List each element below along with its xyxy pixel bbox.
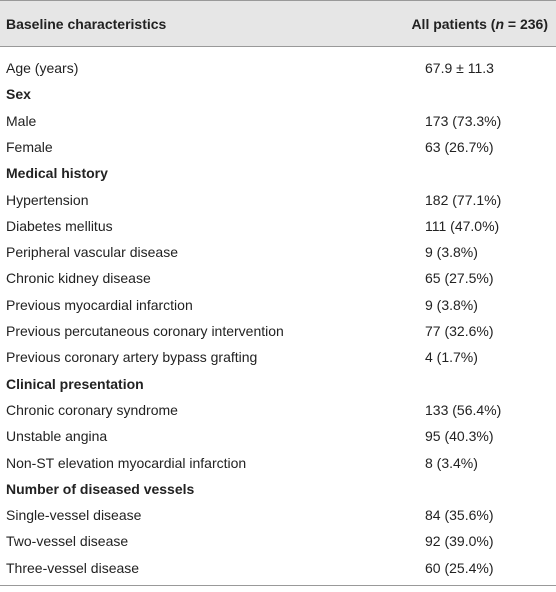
section-heading: Sex — [6, 86, 31, 103]
header-italic: n — [495, 16, 505, 32]
row-label: Previous coronary artery bypass grafting — [6, 349, 258, 366]
header-cell: Baseline characteristics — [6, 14, 166, 34]
row-value: 9 (3.8%) — [425, 244, 478, 261]
header-text: All patients ( — [411, 16, 496, 32]
row-label: Age (years) — [6, 60, 79, 76]
header-text: = 236) — [504, 16, 548, 32]
section-heading: Number of diseased vessels — [6, 480, 195, 497]
table-header — [0, 0, 556, 47]
row-label: Two-vessel disease — [6, 533, 129, 550]
section-heading: Clinical presentation — [6, 375, 144, 392]
row-label: Female — [6, 138, 53, 155]
row-label: Male — [6, 112, 37, 129]
row-label: Previous myocardial infarction — [6, 296, 193, 313]
row-value: 60 (25.4%) — [425, 559, 494, 576]
row-value: 182 (77.1%) — [425, 191, 502, 208]
row-value: 67.9 ± 11.3 — [425, 60, 494, 76]
section-heading: Medical history — [6, 165, 108, 182]
row-label: Peripheral vascular disease — [6, 244, 178, 261]
header-cell: All patients (n = 236) — [411, 14, 548, 34]
row-label: Unstable angina — [6, 428, 108, 445]
row-value: 95 (40.3%) — [425, 428, 494, 445]
row-label: Diabetes mellitus — [6, 217, 113, 234]
row-value: 77 (32.6%) — [425, 323, 494, 339]
row-label: Previous percutaneous coronary intervent… — [6, 323, 284, 339]
row-label: Hypertension — [6, 191, 89, 208]
row-label: Single-vessel disease — [6, 507, 142, 524]
row-value: 8 (3.4%) — [425, 454, 478, 471]
row-value: 9 (3.8%) — [425, 296, 478, 313]
row-value: 133 (56.4%) — [425, 401, 502, 418]
header-text: Baseline characteristics — [6, 16, 167, 32]
row-label: Chronic kidney disease — [6, 270, 151, 287]
row-label: Chronic coronary syndrome — [6, 401, 178, 418]
row-label: Non-ST elevation myocardial infarction — [6, 454, 247, 471]
bottom-rule — [0, 585, 556, 586]
row-value: 4 (1.7%) — [425, 349, 478, 366]
row-value: 111 (47.0%) — [425, 217, 500, 234]
row-value: 84 (35.6%) — [425, 507, 494, 524]
row-value: 173 (73.3%) — [425, 112, 502, 129]
row-value: 92 (39.0%) — [425, 533, 494, 550]
row-value: 65 (27.5%) — [425, 270, 494, 287]
row-label: Three-vessel disease — [6, 559, 140, 576]
row-value: 63 (26.7%) — [425, 138, 494, 155]
